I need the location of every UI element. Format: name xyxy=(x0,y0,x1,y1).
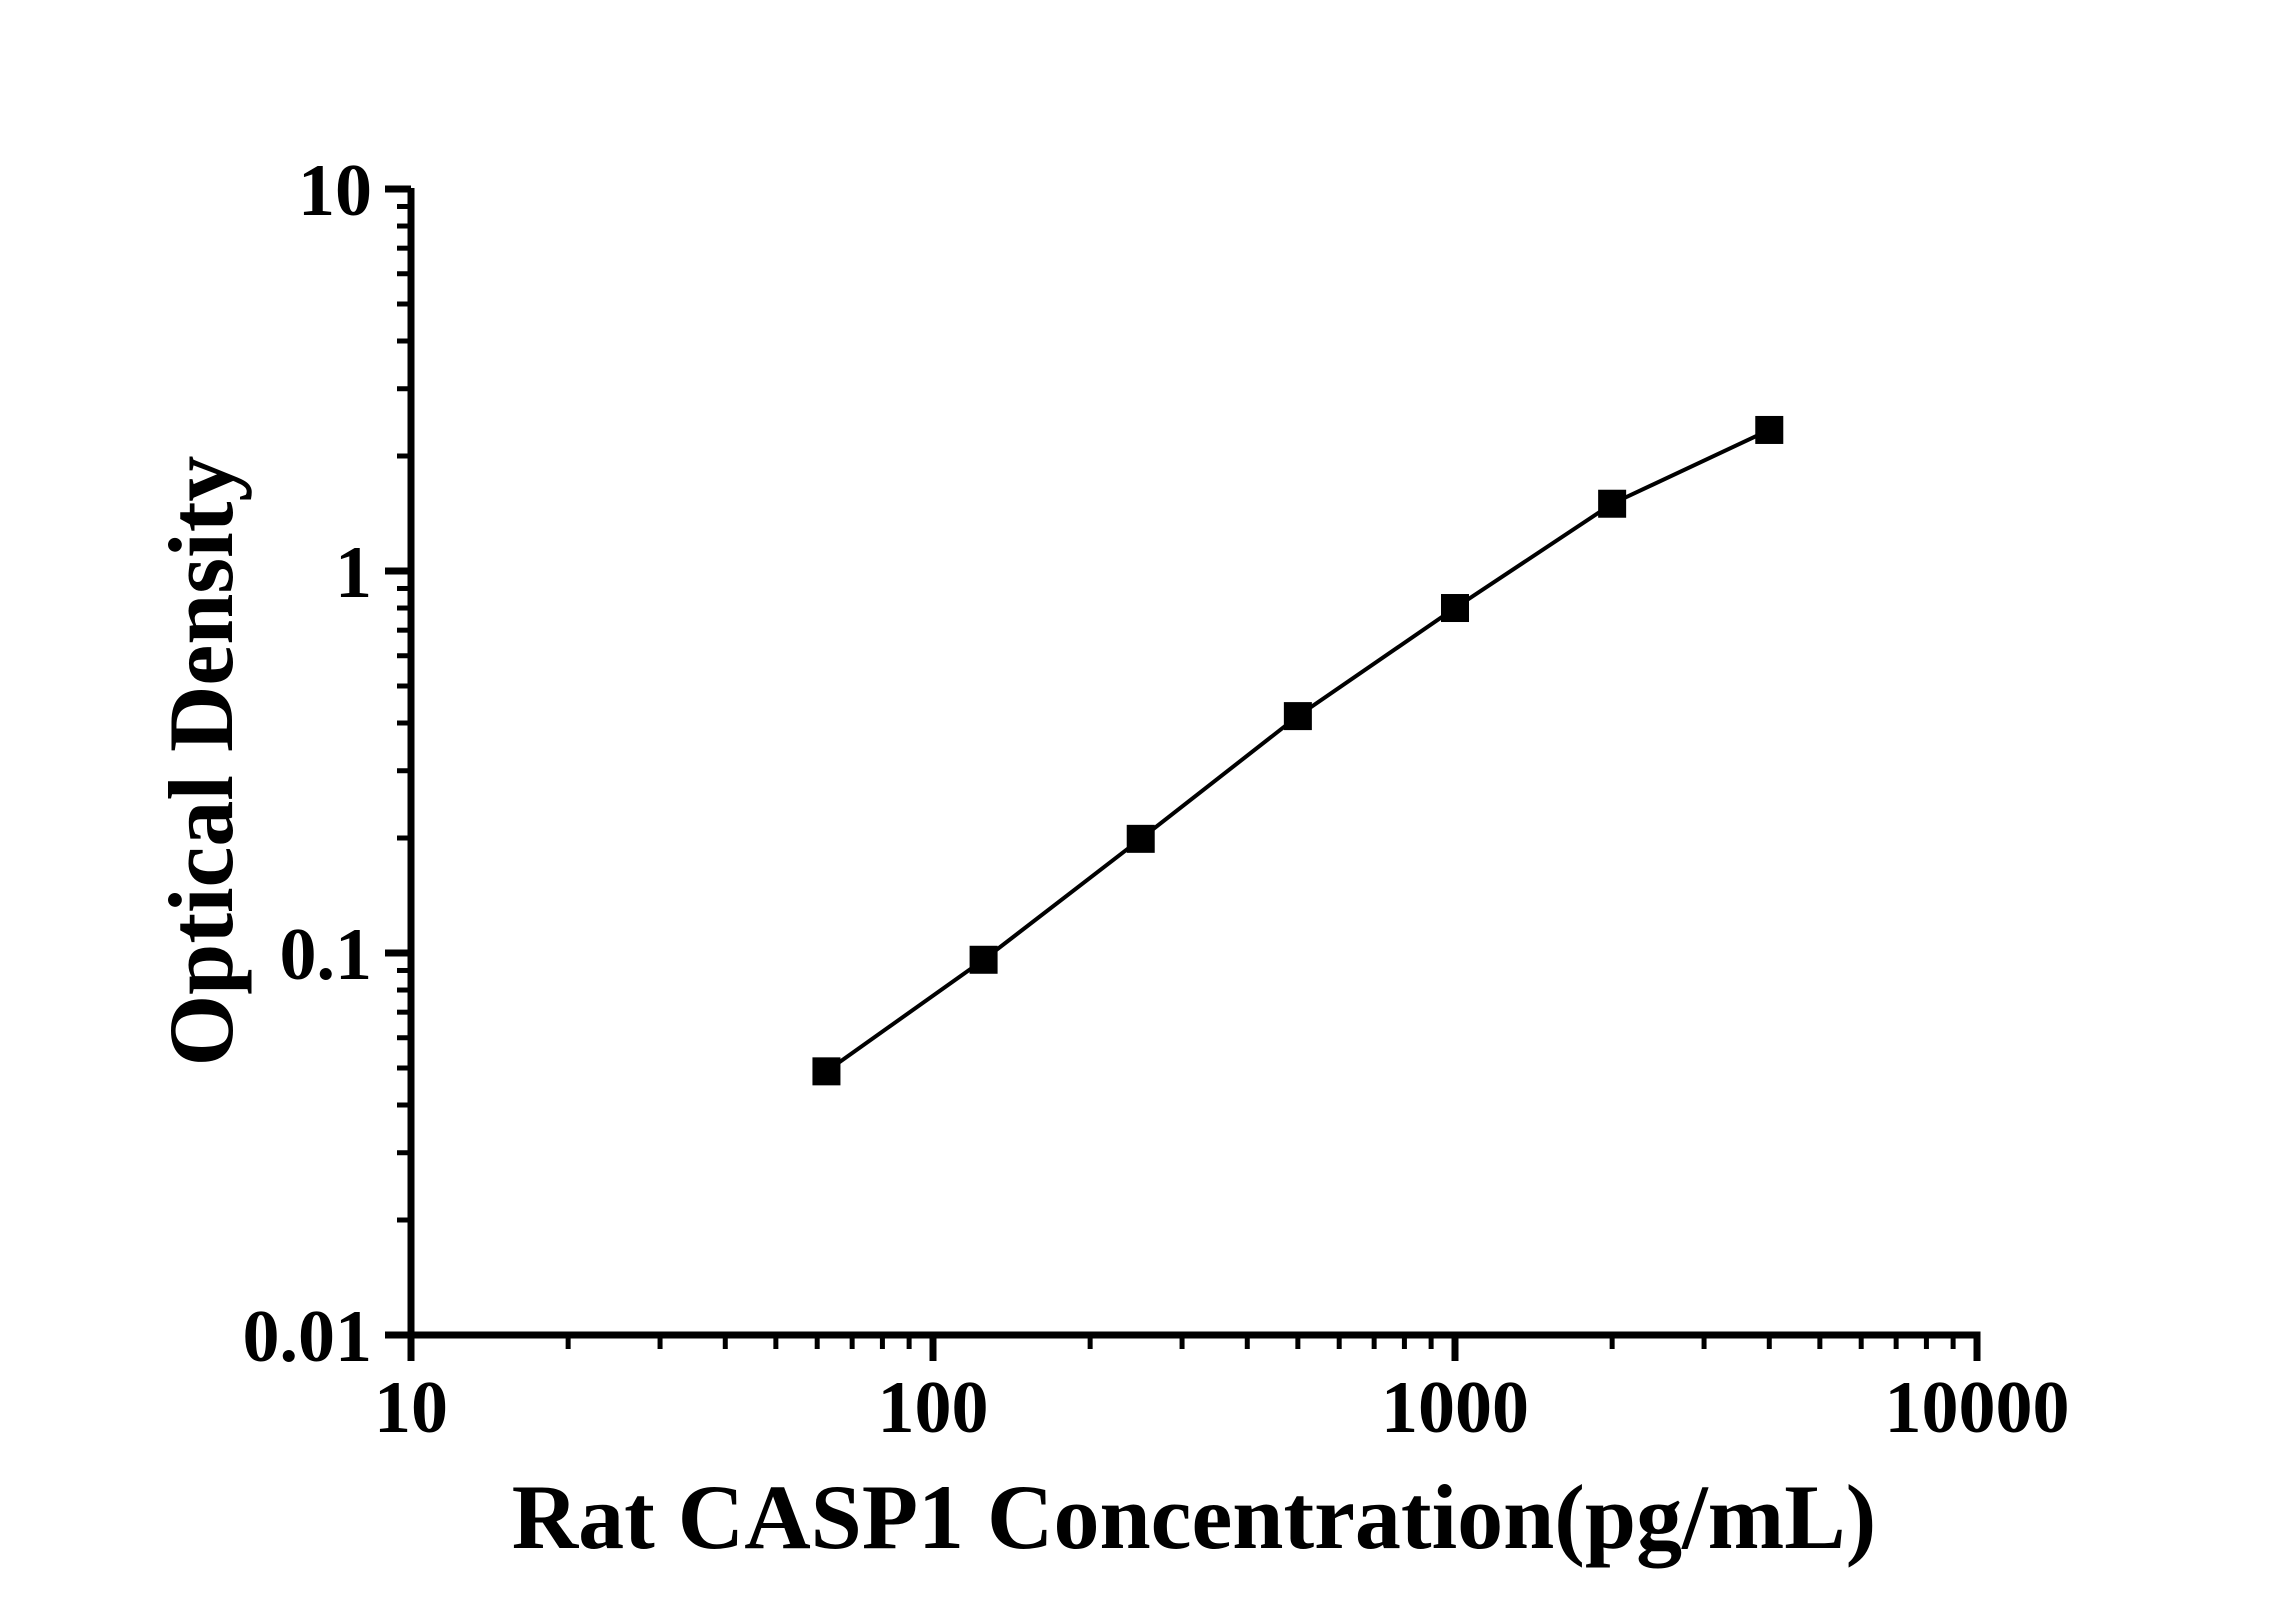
axes xyxy=(407,188,1981,1339)
data-series xyxy=(812,415,1784,1086)
x-tick-label: 100 xyxy=(878,1367,989,1449)
y-tick-label: 0.01 xyxy=(243,1296,373,1378)
x-tick-label: 10 xyxy=(374,1367,448,1449)
data-point-marker xyxy=(1755,415,1784,444)
axis-ticks xyxy=(385,185,1981,1361)
data-point-marker xyxy=(1283,702,1312,731)
curve-line xyxy=(825,428,1771,1073)
x-tick-label: 10000 xyxy=(1885,1367,2070,1449)
data-point-marker xyxy=(812,1057,841,1086)
y-tick-label: 10 xyxy=(298,150,372,232)
data-point-marker xyxy=(969,945,998,974)
data-point-marker xyxy=(1598,489,1627,518)
x-axis-title: Rat CASP1 Concentration(pg/mL) xyxy=(512,1466,1877,1568)
y-tick-label: 0.1 xyxy=(280,914,373,996)
data-point-marker xyxy=(1441,594,1469,623)
data-point-marker xyxy=(1126,824,1155,853)
axis-tick-labels: 10 100 1000 10000 0.01 0.1 1 10 xyxy=(243,150,2070,1449)
y-axis-title: Optical Density xyxy=(150,456,252,1067)
y-tick-label: 1 xyxy=(335,532,372,614)
x-tick-label: 1000 xyxy=(1381,1367,1529,1449)
